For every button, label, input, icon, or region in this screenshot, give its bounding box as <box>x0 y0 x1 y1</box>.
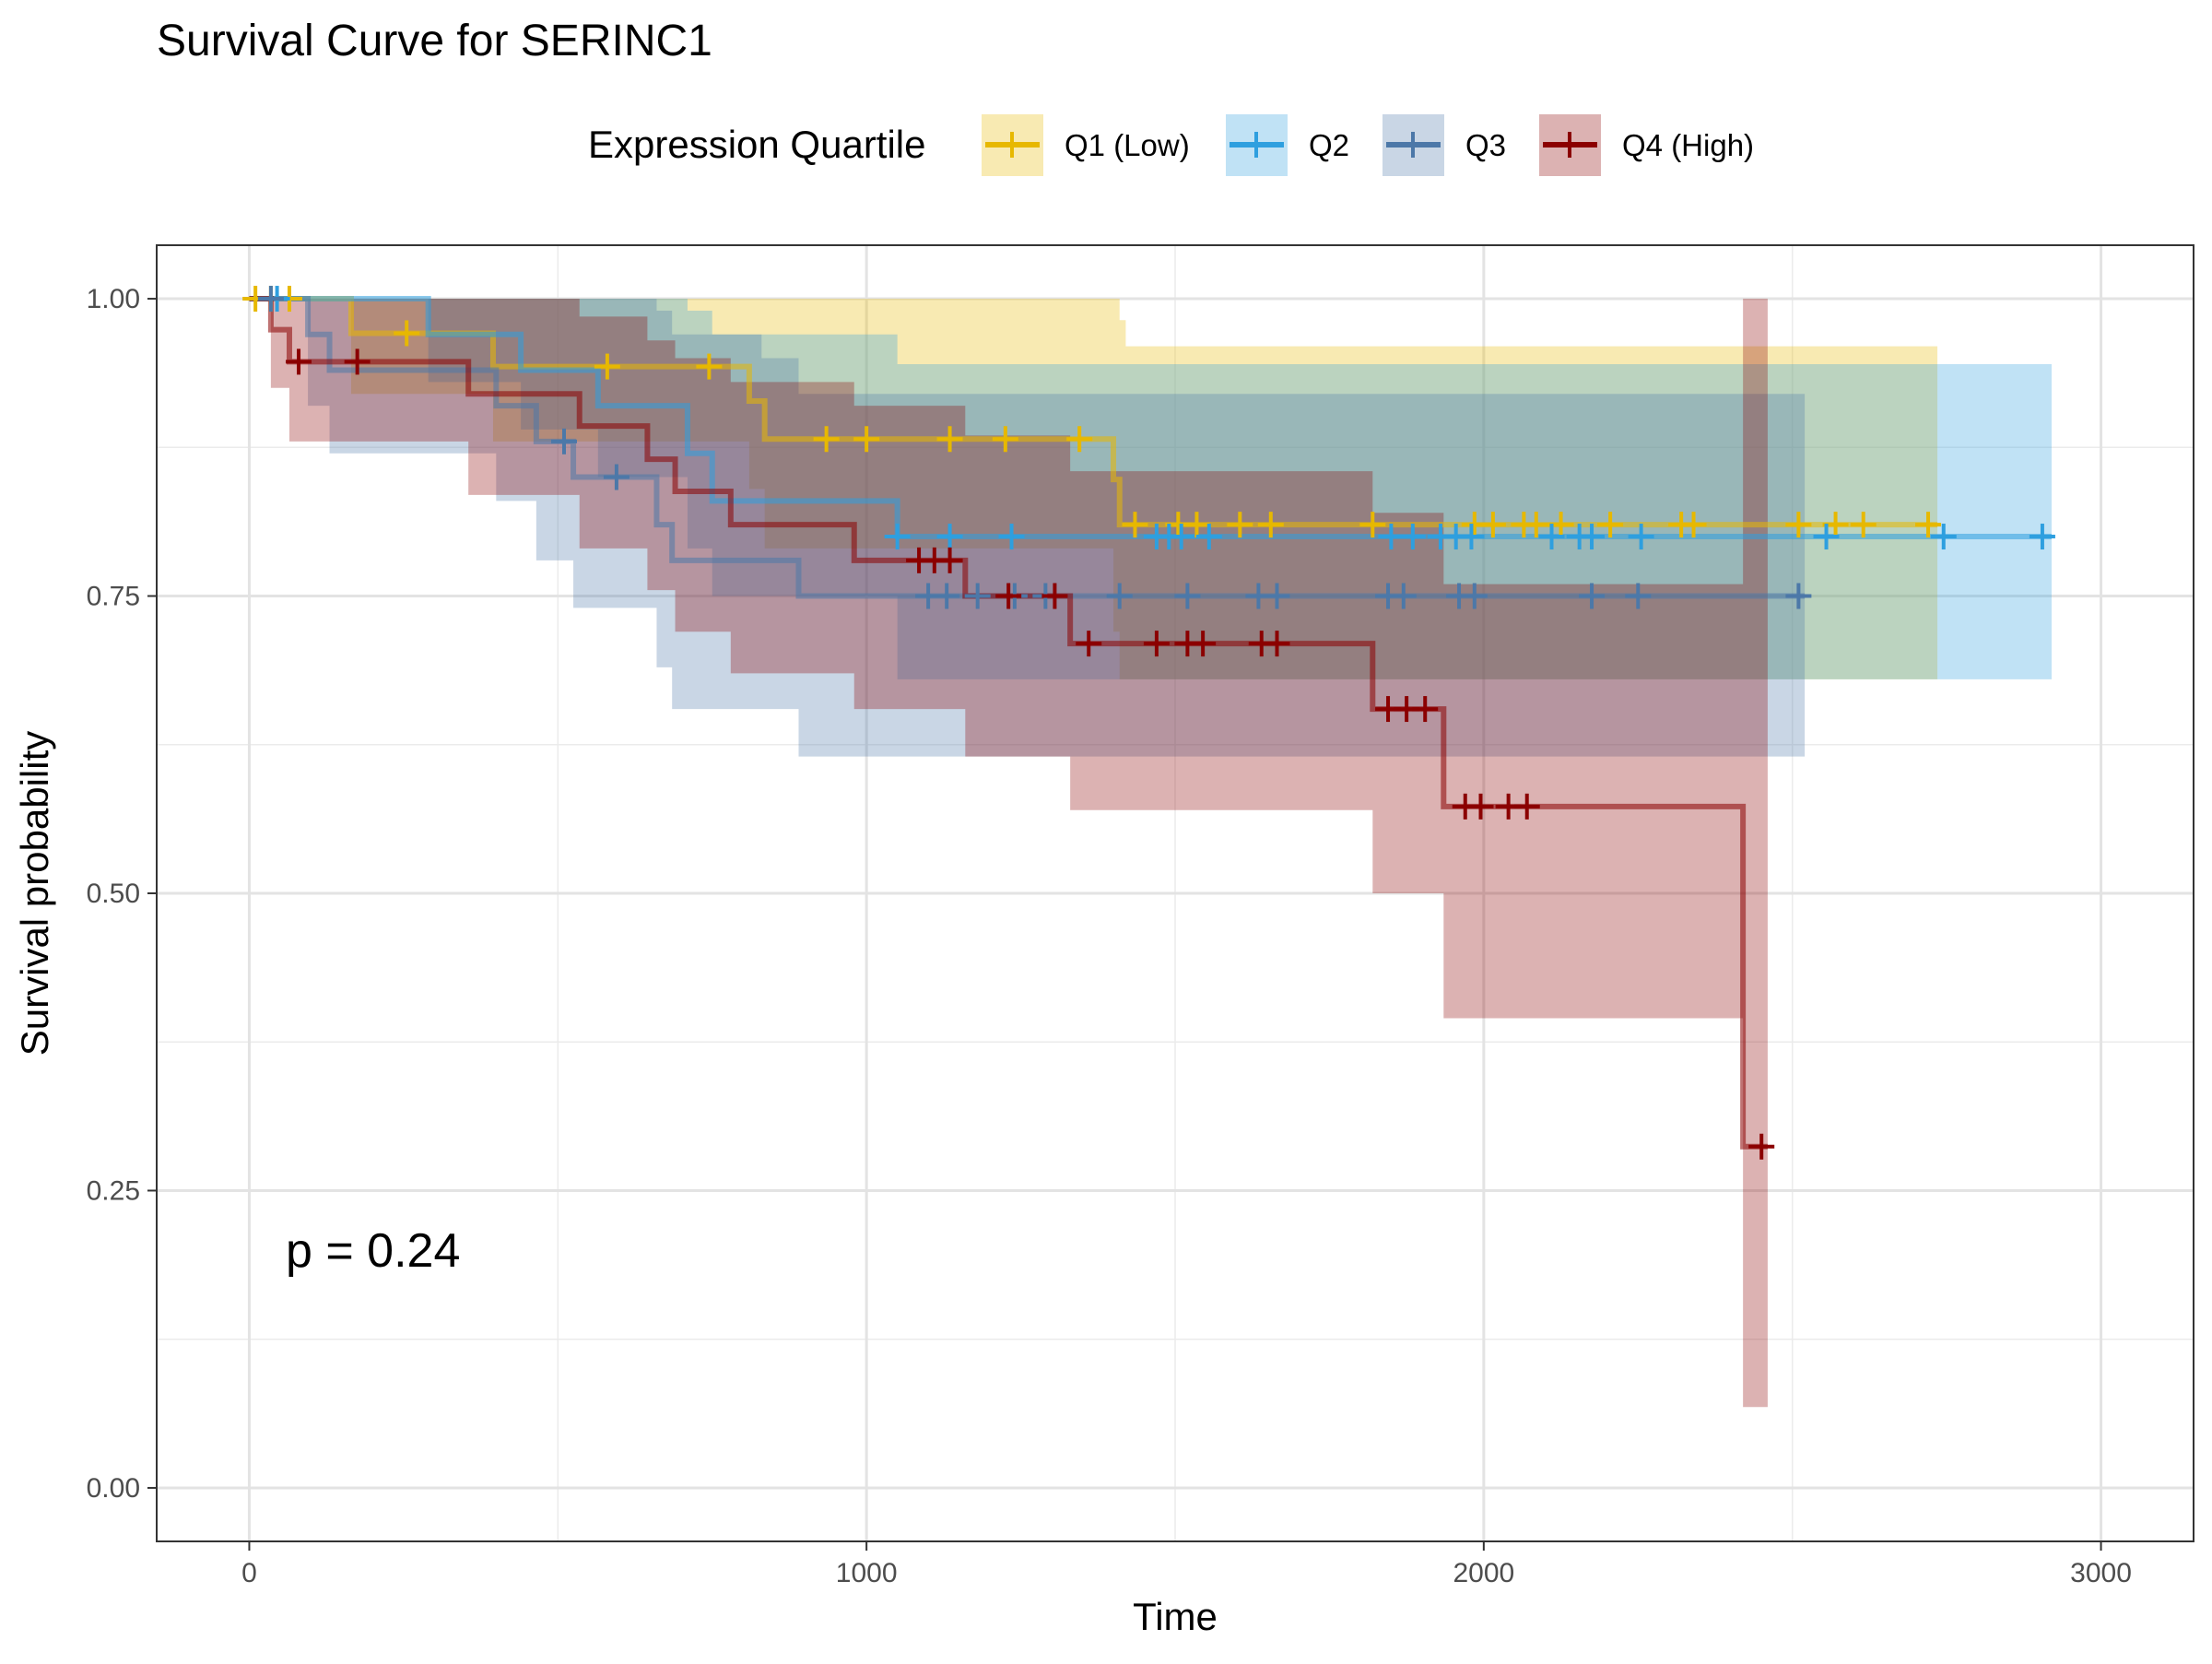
censor-mark-1 <box>1066 426 1093 453</box>
censor-mark-3 <box>1785 583 1812 609</box>
censor-mark-1 <box>1597 512 1624 538</box>
legend-item-2: Q2 <box>1226 114 1349 176</box>
x-tick-label: 0 <box>241 1558 257 1588</box>
censor-mark-4 <box>1467 793 1494 820</box>
censor-mark-4 <box>1076 631 1102 657</box>
censor-mark-4 <box>995 583 1022 609</box>
censor-mark-2 <box>1538 524 1565 550</box>
censor-mark-3 <box>551 428 577 454</box>
x-axis: 0 1000 2000 3000 <box>241 1541 2132 1588</box>
censor-mark-2 <box>1458 524 1485 550</box>
censor-mark-2 <box>1930 524 1957 550</box>
censor-mark-3 <box>1106 583 1133 609</box>
x-tick-label: 2000 <box>1453 1558 1514 1588</box>
legend: Expression Quartile Q1 (Low) Q2 Q3 Q4 (High… <box>588 114 1754 176</box>
censor-mark-3 <box>257 286 284 313</box>
censor-mark-1 <box>594 353 620 380</box>
censor-mark-2 <box>1195 524 1222 550</box>
censor-mark-1 <box>1183 512 1210 538</box>
x-tick-label: 3000 <box>2070 1558 2132 1588</box>
legend-label: Q3 <box>1465 128 1506 162</box>
legend-items: Q1 (Low) Q2 Q3 Q4 (High) <box>982 114 1754 176</box>
censor-mark-4 <box>936 547 963 573</box>
censor-mark-2 <box>884 524 911 550</box>
confidence-band-1 <box>249 299 1938 679</box>
chart-title: Survival Curve for SERINC1 <box>157 17 712 65</box>
censor-mark-3 <box>964 583 991 609</box>
x-tick-label: 1000 <box>836 1558 898 1588</box>
censor-mark-1 <box>696 353 723 380</box>
censor-mark-3 <box>1264 583 1290 609</box>
survival-curve-1 <box>249 296 1938 528</box>
censor-mark-2 <box>1399 524 1426 550</box>
censor-mark-4 <box>344 348 371 375</box>
legend-label: Q4 (High) <box>1622 128 1754 162</box>
censor-mark-1 <box>394 320 420 347</box>
legend-item-4: Q4 (High) <box>1539 114 1754 176</box>
y-tick-label: 0.25 <box>87 1175 140 1206</box>
y-tick-label: 0.00 <box>87 1473 140 1504</box>
censor-mark-1 <box>1785 512 1812 538</box>
grid-major <box>157 245 2194 1541</box>
censor-mark-1 <box>1257 512 1284 538</box>
censor-mark-4 <box>1143 631 1170 657</box>
censor-mark-3 <box>603 464 629 490</box>
y-axis-label: Survival probability <box>13 731 56 1056</box>
censor-mark-4 <box>1264 631 1290 657</box>
confidence-band-4 <box>249 299 1768 1408</box>
censor-mark-1 <box>1359 512 1386 538</box>
confidence-band-3 <box>249 299 1806 757</box>
censor-mark-2 <box>1628 524 1654 550</box>
censor-mark-4 <box>1748 1133 1775 1160</box>
censor-mark-2 <box>1378 524 1405 550</box>
censor-mark-3 <box>1461 583 1488 609</box>
censor-marks <box>242 286 2055 1160</box>
censor-mark-4 <box>1412 696 1439 723</box>
y-tick-label: 0.50 <box>87 879 140 909</box>
censor-mark-4 <box>1041 583 1068 609</box>
censor-mark-2 <box>936 524 963 550</box>
p-value-annotation: p = 0.24 <box>286 1224 460 1278</box>
legend-label: Q2 <box>1309 128 1349 162</box>
censor-mark-2 <box>998 524 1025 550</box>
censor-mark-1 <box>1680 512 1707 538</box>
censor-mark-1 <box>1479 512 1506 538</box>
censor-mark-2 <box>1813 524 1840 550</box>
censor-mark-2 <box>2029 524 2055 550</box>
censor-mark-3 <box>1390 583 1417 609</box>
censor-mark-1 <box>813 426 840 453</box>
censor-mark-1 <box>936 426 963 453</box>
survival-curve-2 <box>249 296 2052 540</box>
y-tick-label: 1.00 <box>87 284 140 314</box>
censor-mark-4 <box>1513 793 1540 820</box>
censor-mark-3 <box>1625 583 1652 609</box>
legend-label: Q1 (Low) <box>1065 128 1190 162</box>
censor-mark-2 <box>1579 524 1606 550</box>
censor-mark-1 <box>853 426 880 453</box>
censor-mark-1 <box>1915 512 1942 538</box>
censor-mark-1 <box>1523 512 1549 538</box>
censor-mark-3 <box>1579 583 1606 609</box>
legend-item-3: Q3 <box>1382 114 1506 176</box>
legend-item-1: Q1 (Low) <box>982 114 1190 176</box>
censor-mark-1 <box>1122 512 1148 538</box>
x-axis-label: Time <box>1133 1595 1218 1638</box>
legend-title: Expression Quartile <box>588 123 926 166</box>
censor-mark-4 <box>1190 631 1217 657</box>
censor-mark-1 <box>1850 512 1877 538</box>
censor-mark-3 <box>1174 583 1201 609</box>
confidence-bands <box>249 299 2052 1408</box>
y-axis: 0.00 0.25 0.50 0.75 1.00 <box>87 284 157 1504</box>
censor-mark-3 <box>934 583 960 609</box>
censor-mark-1 <box>992 426 1018 453</box>
censor-mark-4 <box>286 348 312 375</box>
censor-mark-1 <box>1227 512 1253 538</box>
y-tick-label: 0.75 <box>87 582 140 612</box>
censor-mark-2 <box>1168 524 1194 550</box>
confidence-band-2 <box>249 299 2052 679</box>
